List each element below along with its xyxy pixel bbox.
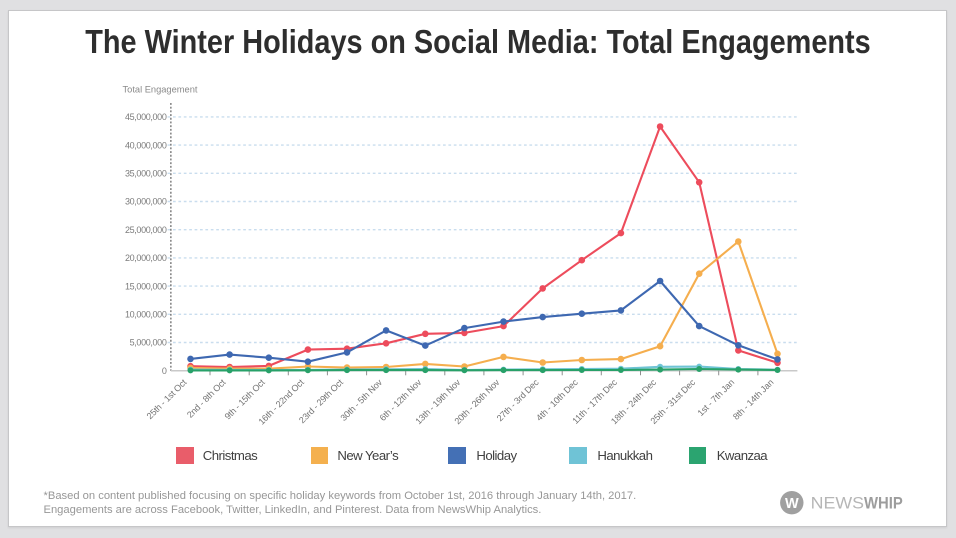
svg-text:2nd - 8th Oct: 2nd - 8th Oct [185, 377, 228, 420]
svg-text:30,000,000: 30,000,000 [125, 197, 167, 207]
svg-text:25,000,000: 25,000,000 [125, 225, 167, 235]
svg-text:15,000,000: 15,000,000 [125, 281, 167, 291]
svg-text:1st - 7th Jan: 1st - 7th Jan [696, 377, 737, 418]
svg-text:5,000,000: 5,000,000 [130, 338, 167, 348]
svg-text:10,000,000: 10,000,000 [125, 310, 167, 320]
svg-text:WHIP: WHIP [864, 494, 903, 513]
svg-text:45,000,000: 45,000,000 [125, 112, 167, 122]
svg-text:35,000,000: 35,000,000 [125, 169, 167, 179]
svg-text:0: 0 [162, 366, 167, 376]
svg-text:Total Engagement: Total Engagement [123, 85, 198, 95]
svg-text:20,000,000: 20,000,000 [125, 253, 167, 263]
svg-text:25th - 1st Oct: 25th - 1st Oct [145, 377, 189, 421]
svg-text:8th - 14th Jan: 8th - 14th Jan [731, 377, 776, 422]
svg-text:NEWS: NEWS [811, 494, 864, 513]
svg-text:W: W [785, 496, 799, 512]
svg-text:40,000,000: 40,000,000 [125, 140, 167, 150]
